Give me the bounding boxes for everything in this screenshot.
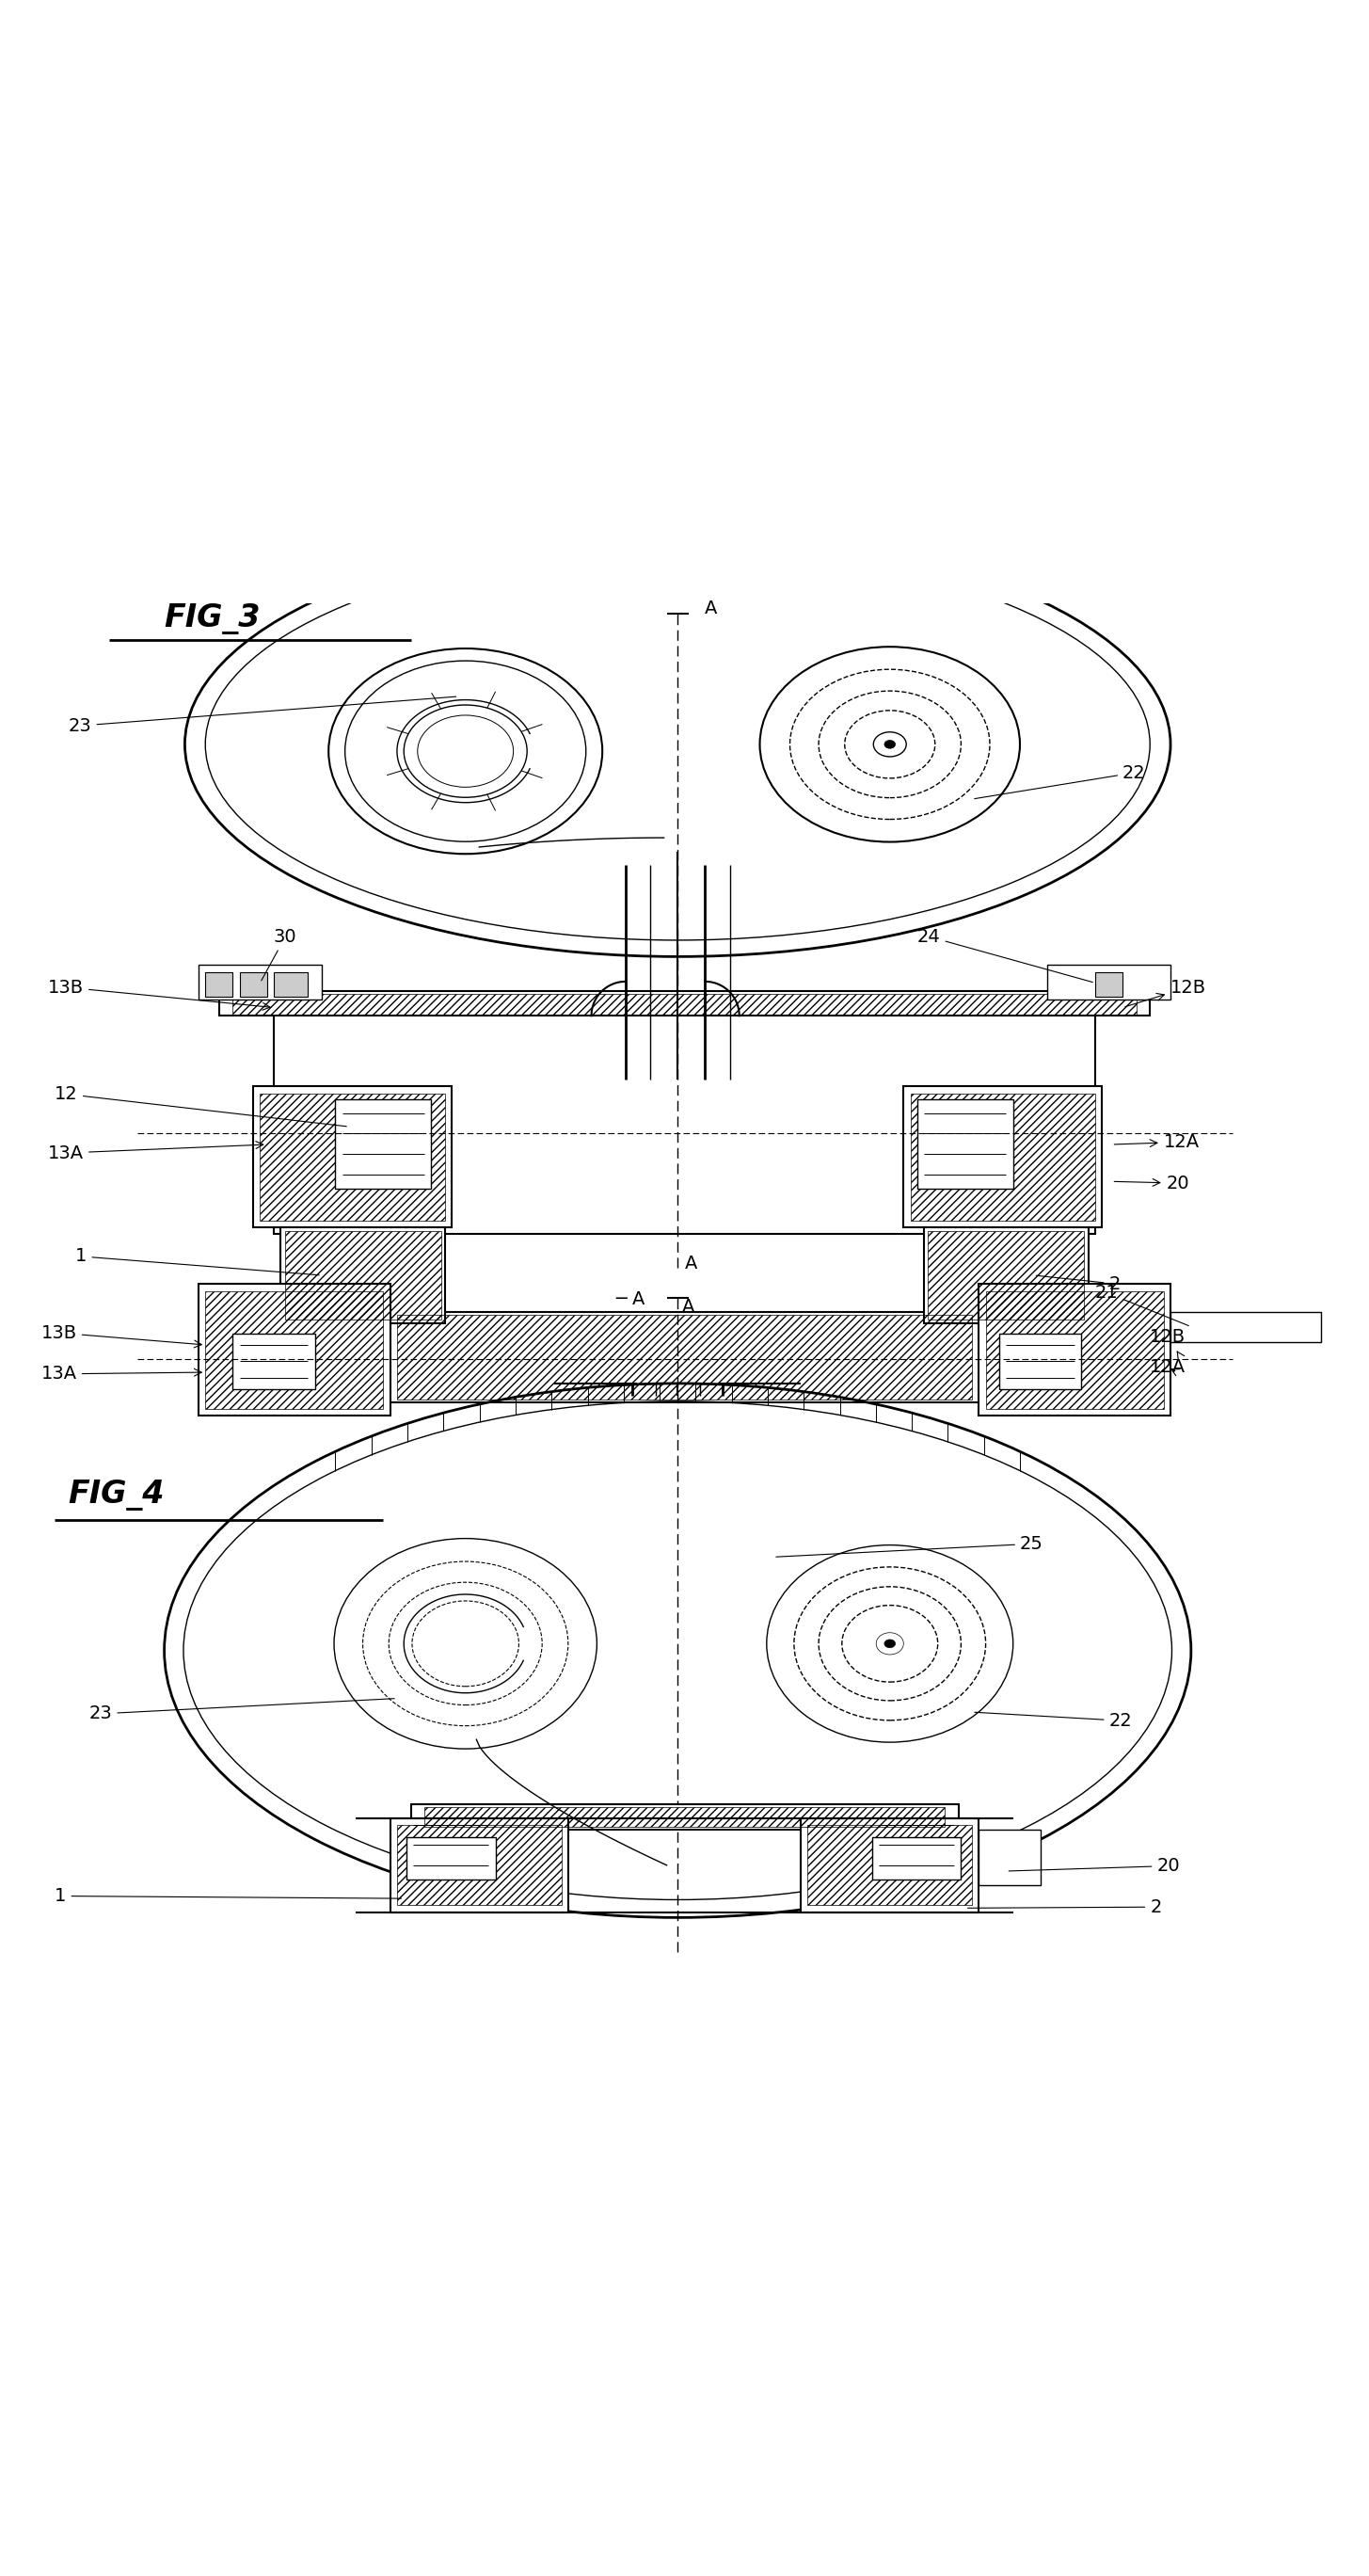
Text: 12A: 12A [1114, 1133, 1199, 1151]
Text: 20: 20 [1009, 1857, 1180, 1875]
Text: 12B: 12B [1150, 1329, 1186, 1360]
Bar [253, 1087, 452, 1226]
Bar [285, 1231, 441, 1319]
Bar [383, 1311, 986, 1401]
Bar [910, 1092, 1095, 1221]
Bar [274, 971, 308, 997]
Bar [390, 1819, 568, 1911]
Bar [397, 1824, 561, 1906]
Bar [397, 1314, 972, 1399]
Text: 23: 23 [68, 696, 456, 734]
Bar [240, 971, 267, 997]
Text: FIG_3: FIG_3 [164, 603, 260, 634]
Bar [233, 1334, 315, 1388]
Bar [411, 1806, 958, 1829]
Text: 12: 12 [55, 1084, 346, 1126]
Text: 2: 2 [968, 1899, 1162, 1917]
Bar [928, 1231, 1084, 1319]
Text: A: A [684, 1255, 697, 1273]
Text: 1: 1 [55, 1888, 401, 1906]
Bar [205, 1291, 383, 1409]
Text: 13A: 13A [41, 1365, 201, 1383]
Bar [1095, 971, 1123, 997]
Ellipse shape [884, 1638, 895, 1649]
Bar [233, 994, 1136, 1015]
Text: 22: 22 [975, 1710, 1132, 1728]
Bar [219, 992, 1150, 1015]
Bar [808, 1824, 972, 1906]
Text: 21: 21 [1095, 1283, 1188, 1327]
Bar [199, 1285, 390, 1417]
Bar [999, 1334, 1082, 1388]
Bar [917, 1100, 1013, 1188]
Text: 2: 2 [1036, 1275, 1121, 1293]
Bar [424, 1808, 945, 1826]
Bar [979, 1829, 1040, 1886]
Bar [801, 1819, 979, 1911]
Text: 23: 23 [89, 1698, 394, 1723]
Bar [281, 1226, 445, 1324]
Text: 30: 30 [261, 927, 297, 981]
Text: 22: 22 [975, 762, 1146, 799]
Text: 24: 24 [917, 927, 1092, 981]
Bar [986, 1291, 1164, 1409]
Text: 20: 20 [1114, 1175, 1190, 1193]
Text: 13A: 13A [48, 1141, 263, 1162]
Text: 25: 25 [776, 1535, 1043, 1556]
Text: 13B: 13B [48, 979, 270, 1010]
Bar [979, 1285, 1170, 1417]
Bar [904, 1087, 1102, 1226]
Text: FIG_4: FIG_4 [68, 1479, 164, 1510]
Text: 12A: 12A [1150, 1358, 1186, 1376]
Text: 12B: 12B [1125, 979, 1206, 1007]
Bar [407, 1837, 496, 1880]
Bar [1047, 966, 1170, 999]
Bar [872, 1837, 961, 1880]
Bar [199, 966, 322, 999]
Text: ─ A: ─ A [616, 1291, 646, 1309]
Bar [260, 1092, 445, 1221]
Text: 1: 1 [75, 1247, 319, 1275]
Bar [924, 1226, 1088, 1324]
Bar [1170, 1311, 1321, 1342]
Text: 13B: 13B [41, 1324, 201, 1347]
Text: A: A [682, 1298, 694, 1316]
Ellipse shape [884, 739, 895, 750]
Bar [274, 999, 1095, 1234]
Bar [335, 1100, 431, 1188]
Bar [205, 971, 233, 997]
Text: A: A [705, 600, 717, 618]
